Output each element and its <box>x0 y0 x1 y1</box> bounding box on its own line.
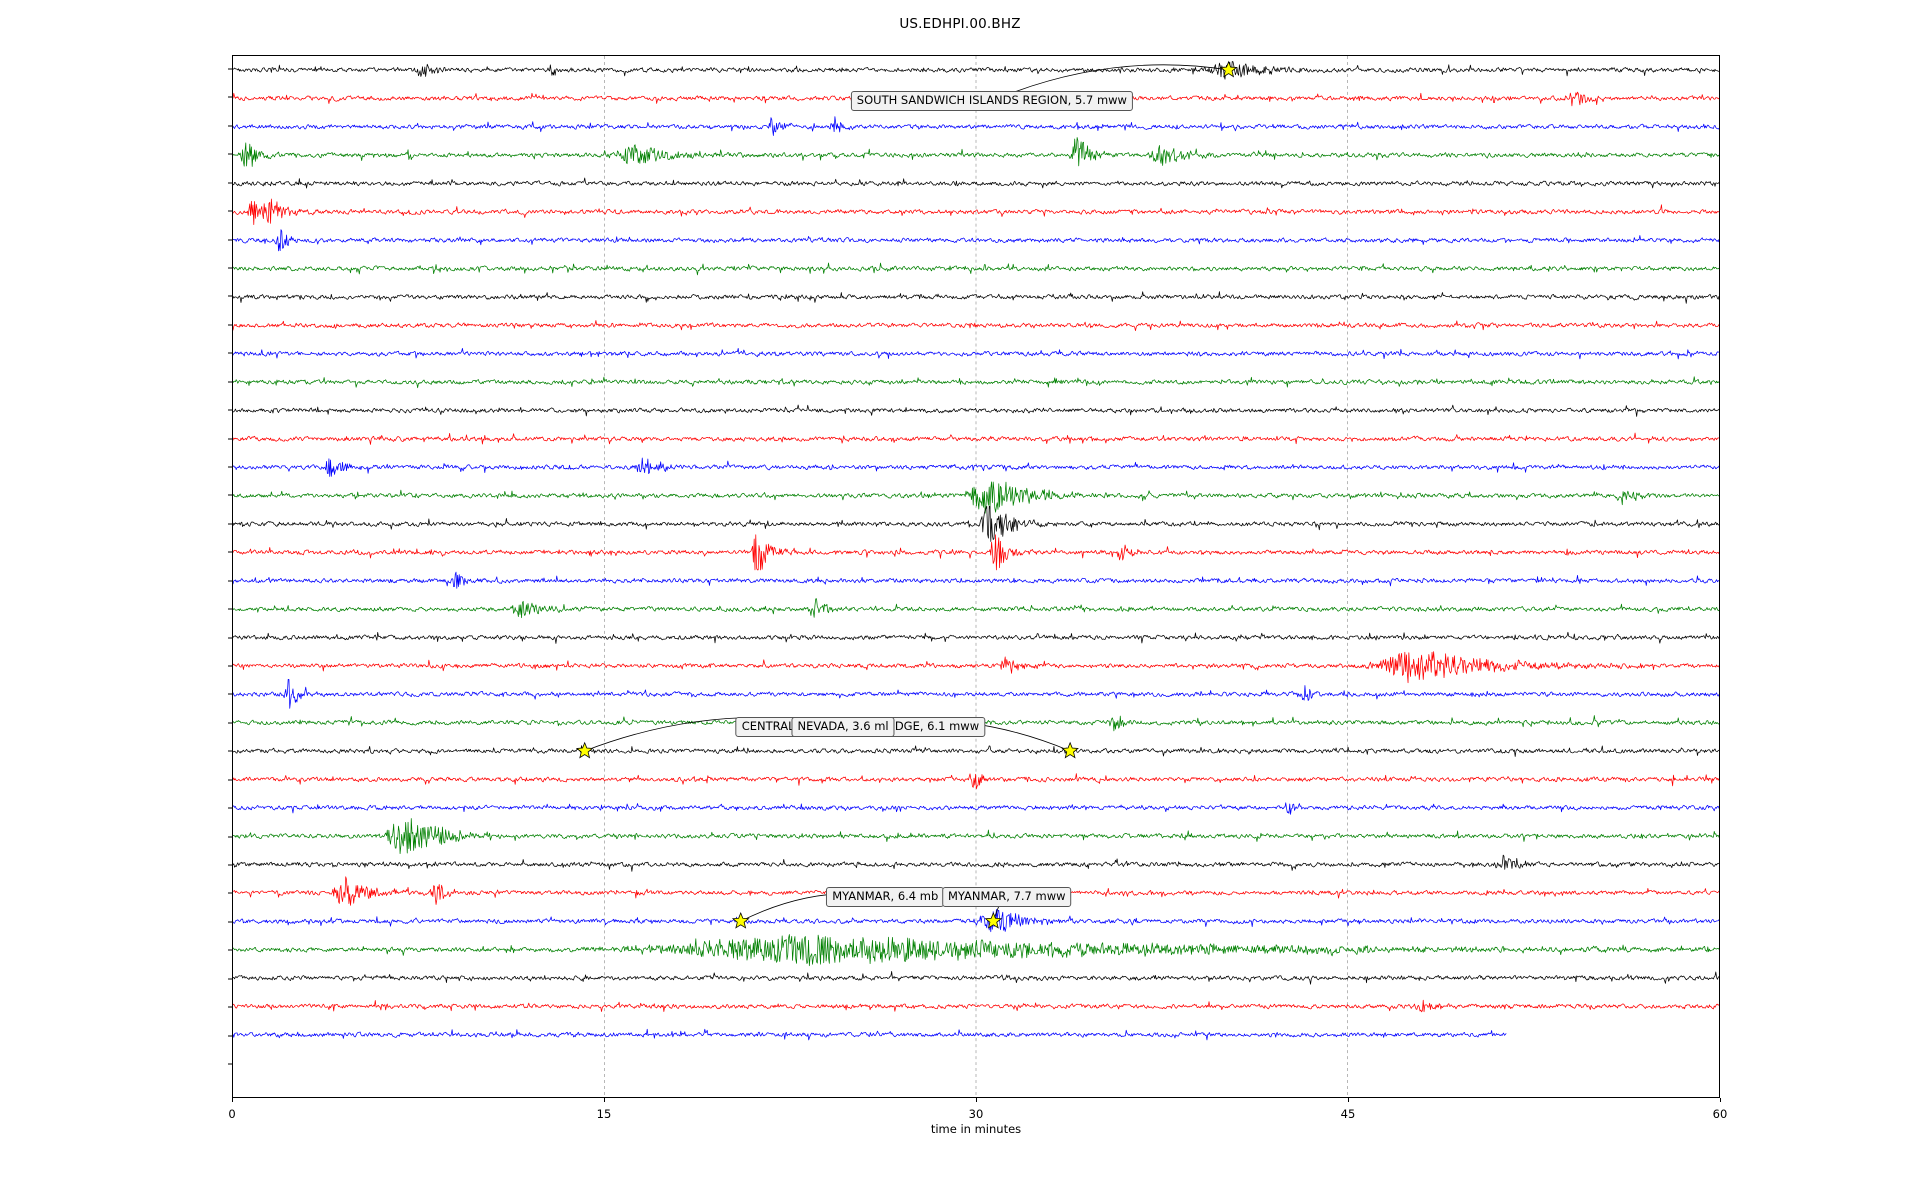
y-tick-mark-4 <box>228 182 232 184</box>
y-tick-mark-16 <box>228 523 232 525</box>
y-tick-mark-23 <box>228 722 232 724</box>
y-tick-mark-9 <box>228 324 232 326</box>
y-tick-mark-30 <box>228 921 232 923</box>
page-title: US.EDHPI.00.BHZ <box>899 16 1021 32</box>
trace-row-31 <box>233 934 1719 967</box>
y-tick-mark-22 <box>228 693 232 695</box>
trace-row-10 <box>233 347 1719 360</box>
trace-row-7 <box>233 262 1719 276</box>
y-tick-mark-20 <box>228 637 232 639</box>
y-tick-mark-1 <box>228 96 232 98</box>
trace-row-5 <box>233 198 1719 225</box>
x-tick-label-15: 15 <box>596 1107 612 1121</box>
y-tick-mark-13 <box>228 438 232 440</box>
trace-row-19 <box>233 598 1719 619</box>
trace-row-13 <box>233 432 1719 445</box>
event-star-marker-event-south-sandwich[interactable] <box>1219 60 1238 78</box>
y-tick-mark-25 <box>228 779 232 781</box>
trace-row-25 <box>233 773 1719 790</box>
trace-row-14 <box>233 457 1719 477</box>
trace-row-26 <box>233 802 1719 815</box>
x-tick-label-30: 30 <box>968 1107 984 1121</box>
x-axis-tick-layer: 0 15 30 45 60 <box>228 1098 1727 1138</box>
event-star-marker-event-myanmar-mb[interactable] <box>731 911 750 929</box>
y-tick-mark-18 <box>228 580 232 582</box>
y-tick-mark-6 <box>228 239 232 241</box>
trace-row-18 <box>233 571 1719 589</box>
trace-row-8 <box>233 291 1719 304</box>
x-tick-mark-15 <box>604 1098 605 1102</box>
event-label-event-myanmar-mb[interactable]: MYANMAR, 6.4 mb <box>826 887 945 908</box>
seismic-traces <box>233 56 1719 1097</box>
y-tick-mark-10 <box>228 352 232 354</box>
trace-row-21 <box>233 651 1719 684</box>
event-label-event-myanmar-mww[interactable]: MYANMAR, 7.7 mww <box>941 887 1072 908</box>
trace-row-27 <box>233 818 1719 855</box>
trace-row-2 <box>233 116 1719 136</box>
y-tick-mark-21 <box>228 665 232 667</box>
trace-row-16 <box>233 505 1719 542</box>
trace-row-11 <box>233 376 1719 389</box>
x-axis-label: time in minutes <box>930 1122 1022 1136</box>
y-tick-mark-12 <box>228 409 232 411</box>
y-tick-mark-24 <box>228 750 232 752</box>
y-tick-mark-14 <box>228 466 232 468</box>
y-tick-mark-29 <box>228 892 232 894</box>
trace-row-30 <box>233 909 1719 933</box>
x-tick-label-45: 45 <box>1340 1107 1356 1121</box>
y-tick-mark-0 <box>228 68 232 70</box>
event-connector-event-south-sandwich <box>990 64 1229 102</box>
y-tick-mark-19 <box>228 608 232 610</box>
plot-axes: SOUTH SANDWICH ISLANDS REGION, 5.7 mww CE… <box>232 55 1720 1098</box>
x-tick-label-0: 0 <box>228 1107 236 1121</box>
y-tick-mark-7 <box>228 267 232 269</box>
trace-row-0 <box>233 61 1719 80</box>
x-tick-mark-60 <box>1720 1098 1721 1102</box>
y-tick-mark-35 <box>228 1063 232 1065</box>
y-tick-mark-2 <box>228 125 232 127</box>
trace-row-20 <box>233 631 1719 644</box>
y-tick-mark-32 <box>228 978 232 980</box>
event-star-marker-event-central-nevada[interactable] <box>575 741 594 759</box>
trace-row-15 <box>233 481 1719 514</box>
trace-row-33 <box>233 999 1719 1013</box>
x-tick-mark-0 <box>232 1098 233 1102</box>
y-tick-mark-27 <box>228 836 232 838</box>
trace-row-4 <box>233 177 1719 189</box>
trace-row-9 <box>233 320 1719 332</box>
trace-row-17 <box>233 534 1719 571</box>
y-tick-mark-26 <box>228 807 232 809</box>
trace-row-12 <box>233 404 1719 417</box>
trace-row-24 <box>233 745 1719 757</box>
event-label-event-south-sandwich[interactable]: SOUTH SANDWICH ISLANDS REGION, 5.7 mww <box>850 91 1133 112</box>
event-star-marker-event-myanmar-mww[interactable] <box>984 911 1003 929</box>
y-axis-tick-layer: 00:00:0301:00:0302:00:0303:00:0304:00:03… <box>0 55 232 1098</box>
trace-row-34 <box>233 1028 1507 1041</box>
event-label-event-central-nevada[interactable]: NEVADA, 3.6 ml <box>791 716 895 737</box>
y-tick-mark-28 <box>228 864 232 866</box>
y-tick-mark-8 <box>228 295 232 297</box>
x-tick-mark-30 <box>976 1098 977 1102</box>
x-tick-mark-45 <box>1348 1098 1349 1102</box>
trace-row-3 <box>233 137 1719 167</box>
y-tick-mark-33 <box>228 1006 232 1008</box>
trace-row-28 <box>233 854 1719 872</box>
trace-row-22 <box>233 678 1719 709</box>
y-tick-mark-15 <box>228 494 232 496</box>
x-tick-label-60: 60 <box>1712 1107 1728 1121</box>
trace-row-6 <box>233 229 1719 252</box>
trace-row-32 <box>233 971 1719 985</box>
y-tick-mark-11 <box>228 381 232 383</box>
y-tick-mark-31 <box>228 949 232 951</box>
y-tick-mark-34 <box>228 1035 232 1037</box>
y-tick-mark-3 <box>228 153 232 155</box>
y-tick-mark-17 <box>228 551 232 553</box>
event-star-marker-event-central-mid-atlantic-ridge[interactable] <box>1061 741 1079 759</box>
y-tick-mark-5 <box>228 210 232 212</box>
